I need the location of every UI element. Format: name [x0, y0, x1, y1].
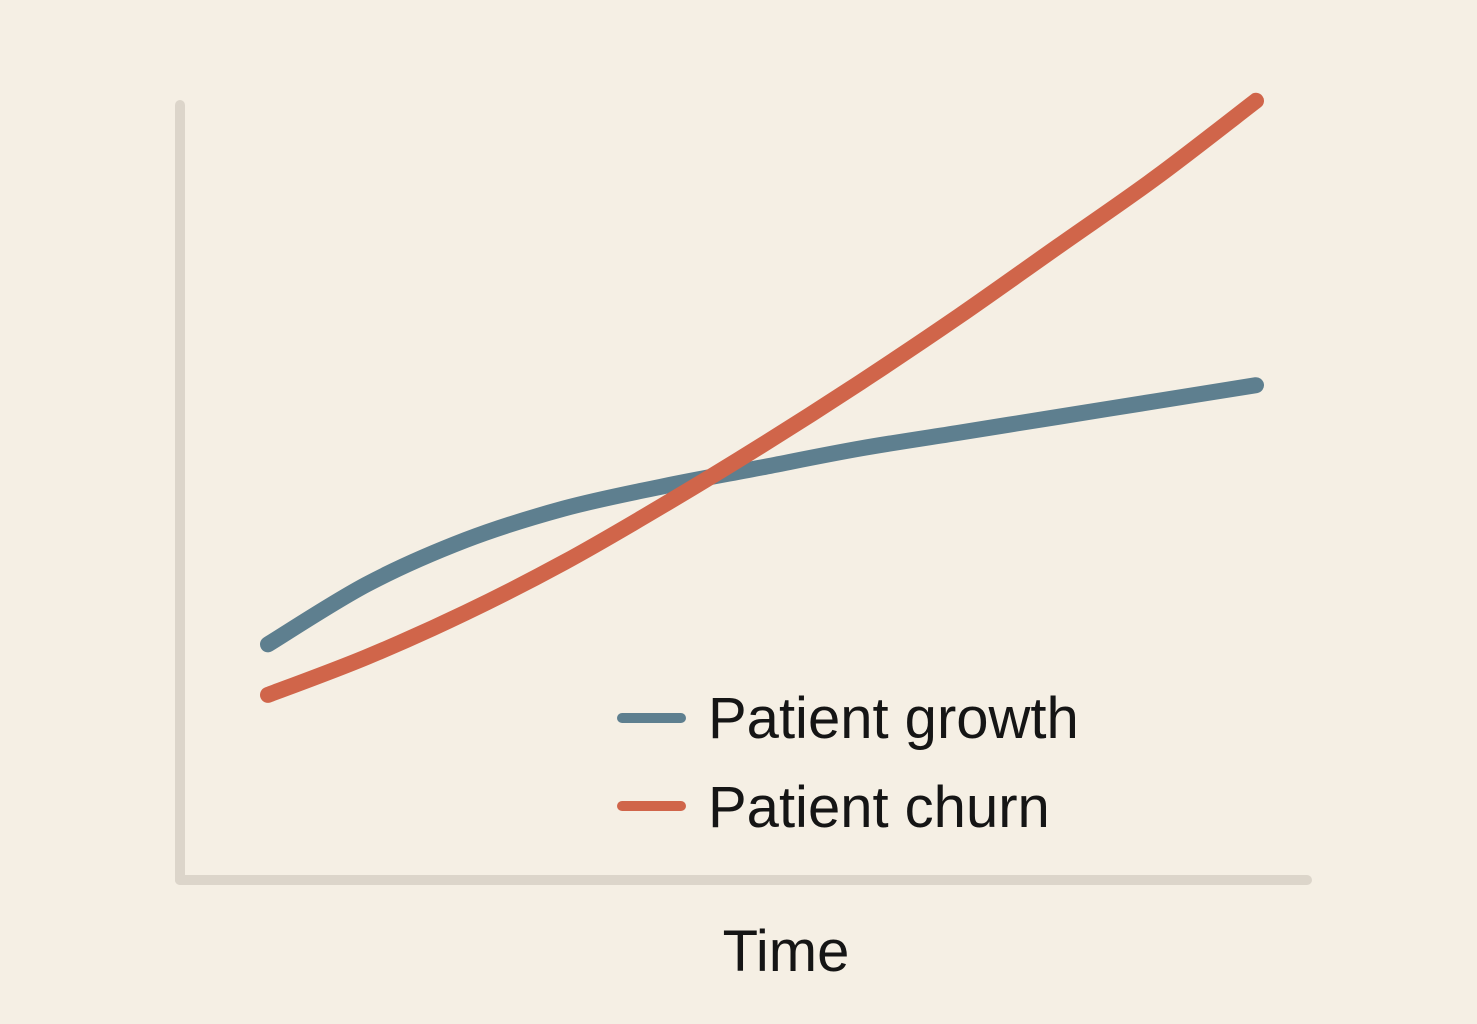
x-axis-title: Time — [723, 919, 850, 984]
series-line-patient-churn — [260, 92, 1264, 703]
legend-label-patient-growth: Patient growth — [708, 686, 1079, 751]
legend-label-patient-churn: Patient churn — [708, 775, 1050, 840]
legend: Patient growth Patient churn — [617, 686, 1079, 840]
series-layer — [260, 92, 1264, 703]
series-line-patient-growth — [260, 377, 1264, 653]
